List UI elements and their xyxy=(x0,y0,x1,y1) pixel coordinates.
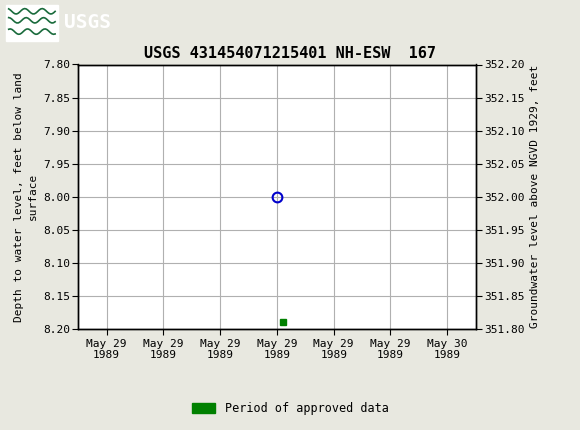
Text: USGS 431454071215401 NH-ESW  167: USGS 431454071215401 NH-ESW 167 xyxy=(144,46,436,61)
Text: USGS: USGS xyxy=(64,13,111,32)
Y-axis label: Depth to water level, feet below land
surface: Depth to water level, feet below land su… xyxy=(14,72,38,322)
Bar xyxy=(6,4,58,41)
Y-axis label: Groundwater level above NGVD 1929, feet: Groundwater level above NGVD 1929, feet xyxy=(530,65,540,329)
Legend: Period of approved data: Period of approved data xyxy=(187,397,393,420)
